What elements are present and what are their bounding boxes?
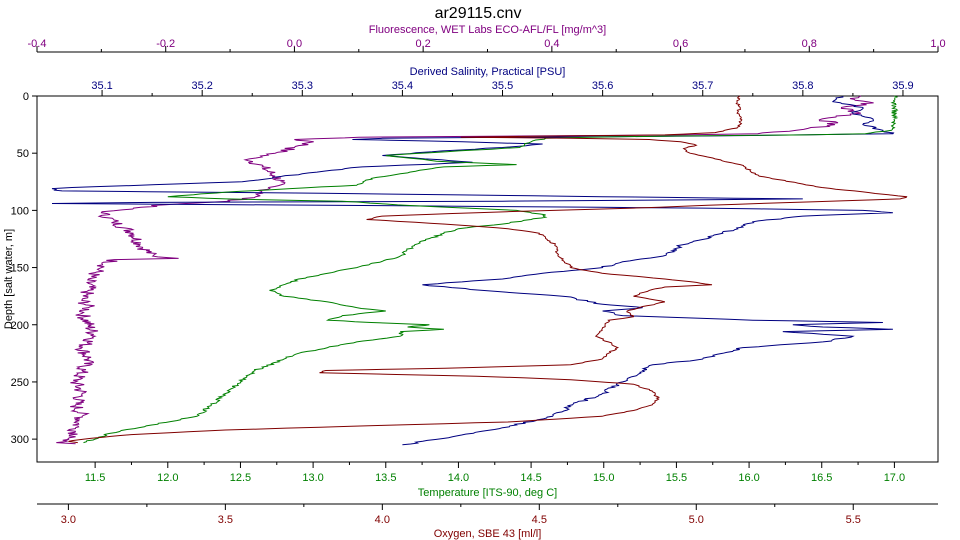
oxygen-axis-label: Oxygen, SBE 43 [ml/l] [434, 528, 542, 540]
oxygen-tick-label: 4.0 [375, 514, 390, 526]
depth-tick-label: 50 [17, 148, 29, 160]
depth-tick-label: 0 [23, 91, 29, 103]
temperature-tick-label: 17.0 [884, 472, 905, 484]
salinity-tick-label: 35.1 [91, 80, 112, 92]
chart-title: ar29115.cnv [435, 5, 522, 22]
fluorescence-tick-label: -0.2 [156, 38, 175, 50]
oxygen-tick-label: 4.5 [532, 514, 547, 526]
temperature-tick-label: 13.0 [302, 472, 323, 484]
salinity-tick-label: 35.2 [191, 80, 212, 92]
salinity-tick-label: 35.6 [592, 80, 613, 92]
salinity-tick-label: 35.8 [792, 80, 813, 92]
temperature-tick-label: 12.0 [157, 472, 178, 484]
depth-tick-label: 200 [11, 320, 29, 332]
temperature-tick-label: 16.5 [811, 472, 832, 484]
temperature-tick-label: 15.0 [593, 472, 614, 484]
temperature-tick-label: 13.5 [375, 472, 396, 484]
fluorescence-tick-label: -0.4 [28, 38, 47, 50]
depth-tick-label: 300 [11, 434, 29, 446]
fluorescence-axis-label: Fluorescence, WET Labs ECO-AFL/FL [mg/m^… [369, 24, 606, 36]
temperature-tick-label: 14.5 [520, 472, 541, 484]
fluorescence-tick-label: 0.8 [802, 38, 817, 50]
fluorescence-tick-label: 0.2 [415, 38, 430, 50]
oxygen-tick-label: 5.5 [846, 514, 861, 526]
axes-layer: 0 50 100 150 200 250 300 Depth [salt water, m] -… [3, 24, 946, 540]
fluorescence-tick-label: 0.0 [287, 38, 302, 50]
temperature-tick-label: 15.5 [666, 472, 687, 484]
temperature-axis-label: Temperature [ITS-90, deg C] [418, 487, 557, 499]
fluorescence-tick-label: 0.6 [673, 38, 688, 50]
plot-area [36, 95, 939, 463]
temperature-tick-label: 11.5 [85, 472, 106, 484]
temperature-series-line [83, 95, 899, 444]
temperature-tick-label: 14.0 [448, 472, 469, 484]
salinity-tick-label: 35.5 [492, 80, 513, 92]
salinity-tick-label: 35.3 [292, 80, 313, 92]
salinity-tick-label: 35.4 [392, 80, 413, 92]
oxygen-tick-label: 5.0 [689, 514, 704, 526]
depth-tick-label: 250 [11, 377, 29, 389]
oxygen-tick-label: 3.0 [61, 514, 76, 526]
salinity-tick-label: 35.7 [692, 80, 713, 92]
depth-tick-label: 100 [11, 205, 29, 217]
fluorescence-series-line [56, 95, 874, 445]
salinity-axis-label: Derived Salinity, Practical [PSU] [410, 66, 566, 78]
oxygen-tick-label: 3.5 [218, 514, 233, 526]
salinity-series-line [51, 96, 895, 446]
depth-tick-label: 150 [11, 263, 29, 275]
temperature-tick-label: 12.5 [230, 472, 251, 484]
fluorescence-tick-label: 1.0 [930, 38, 945, 50]
depth-axis-label: Depth [salt water, m] [3, 229, 15, 329]
salinity-tick-label: 35.9 [892, 80, 913, 92]
fluorescence-tick-label: 0.4 [544, 38, 559, 50]
oxygen-series-line [68, 95, 908, 444]
series-layer [51, 95, 908, 446]
temperature-tick-label: 16.0 [738, 472, 759, 484]
